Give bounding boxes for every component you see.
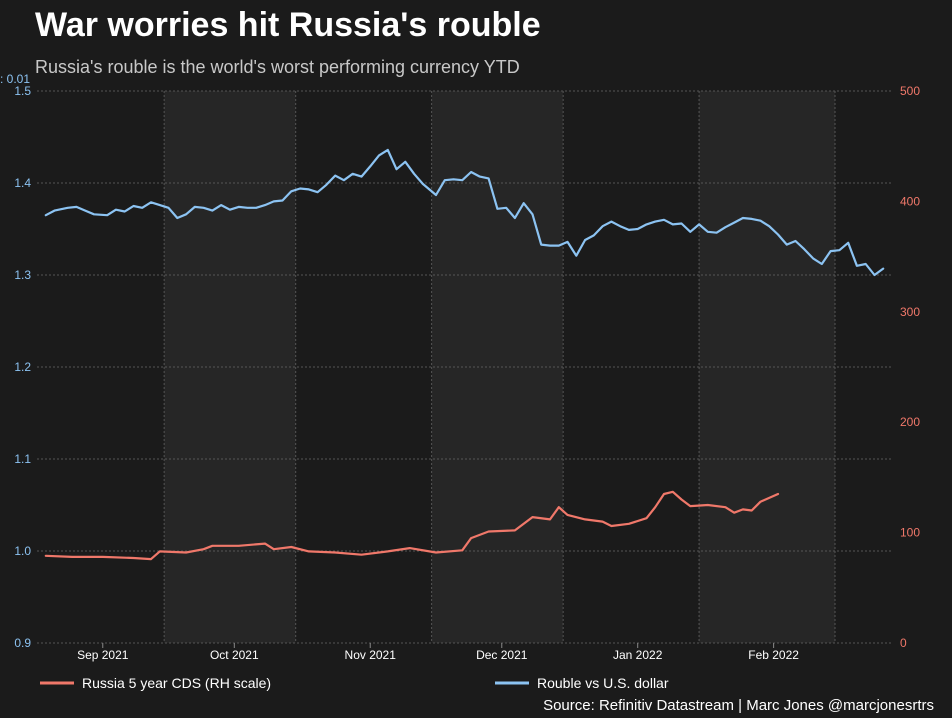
month-band <box>835 91 892 643</box>
x-tick-label: Jan 2022 <box>613 648 663 662</box>
chart-title: War worries hit Russia's rouble <box>35 6 541 44</box>
x-tick-label: Sep 2021 <box>77 648 129 662</box>
left-tick-label: 1.4 <box>14 176 31 190</box>
series-line-rouble <box>44 148 885 277</box>
left-tick-label: 1.1 <box>14 452 31 466</box>
right-tick-label: 400 <box>900 194 920 208</box>
right-tick-label: 300 <box>900 305 920 319</box>
legend-label: Rouble vs U.S. dollar <box>537 675 669 691</box>
x-axis: Sep 2021 Oct 2021 Nov 2021 Dec 2021 Jan 2022… <box>77 643 799 662</box>
left-tick-label: 1.0 <box>14 544 31 558</box>
x-tick-label: Feb 2022 <box>748 648 799 662</box>
left-axis-unit-label: : 0.01 <box>0 72 31 86</box>
x-tick-label: Nov 2021 <box>345 648 397 662</box>
series-lines <box>44 148 885 561</box>
right-tick-label: 500 <box>900 84 920 98</box>
x-tick-label: Oct 2021 <box>210 648 259 662</box>
right-tick-label: 100 <box>900 526 920 540</box>
left-tick-label: 1.5 <box>14 84 31 98</box>
chart-subtitle: Russia's rouble is the world's worst per… <box>35 57 520 77</box>
x-tick-label: Dec 2021 <box>476 648 528 662</box>
left-tick-label: 0.9 <box>14 636 31 650</box>
source-note: Source: Refinitiv Datastream | Marc Jone… <box>543 697 934 714</box>
right-tick-label: 0 <box>900 636 907 650</box>
right-y-axis: 0 100 200 300 400 500 <box>900 84 920 650</box>
legend-label: Russia 5 year CDS (RH scale) <box>82 675 271 691</box>
left-tick-label: 1.2 <box>14 360 31 374</box>
right-tick-label: 200 <box>900 415 920 429</box>
series-line-cds <box>44 490 780 561</box>
legend: Russia 5 year CDS (RH scale) Rouble vs U.… <box>40 675 669 691</box>
left-y-axis: 0.9 1.0 1.1 1.2 1.3 1.4 1.5 <box>14 84 31 650</box>
left-tick-label: 1.3 <box>14 268 31 282</box>
